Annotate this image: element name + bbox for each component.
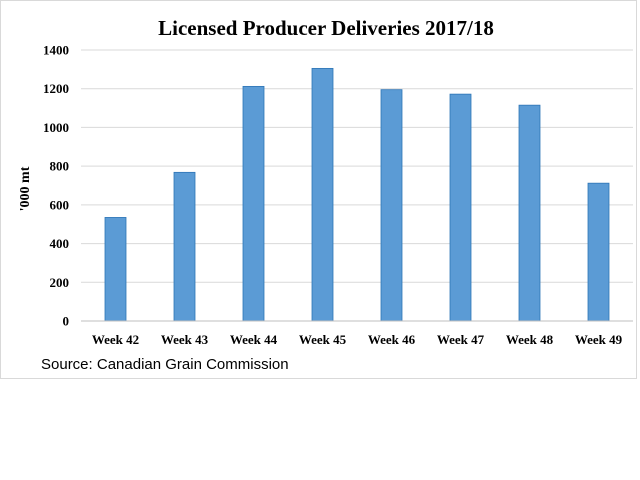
bar-week-46: [380, 89, 403, 322]
x-tick-label: Week 42: [92, 332, 139, 347]
x-tick-label: Week 49: [575, 332, 623, 347]
y-tick-label: 1000: [43, 120, 69, 135]
x-tick-label: Week 44: [230, 332, 278, 347]
chart-title: Licensed Producer Deliveries 2017/18: [158, 16, 494, 40]
bar-week-43: [173, 171, 196, 322]
y-tick-label: 1400: [43, 43, 69, 58]
bar-chart: Licensed Producer Deliveries 2017/18 '00…: [18, 16, 633, 347]
x-tick-label: Week 48: [506, 332, 554, 347]
y-tick-label: 600: [50, 197, 70, 212]
x-tick-label: Week 47: [437, 332, 485, 347]
bar-week-42: [104, 217, 127, 322]
x-tick-labels: Week 42 Week 43 Week 44 Week 45 Week 46 Week …: [92, 332, 623, 347]
x-tick-label: Week 45: [299, 332, 347, 347]
y-tick-label: 1200: [43, 81, 69, 96]
bar-week-45: [311, 67, 334, 322]
y-axis-label: '000 mt: [18, 166, 33, 211]
bar-week-47: [449, 93, 472, 322]
y-tick-label: 200: [50, 275, 70, 290]
y-tick-labels: 0 200 400 600 800 1000 1200 1400: [43, 43, 69, 329]
y-tick-label: 400: [50, 236, 70, 251]
x-tick-label: Week 43: [161, 332, 209, 347]
chart-frame: Licensed Producer Deliveries 2017/18 '00…: [0, 0, 637, 379]
bar-week-48: [518, 104, 541, 322]
y-tick-label: 800: [50, 159, 70, 174]
source-note: Source: Canadian Grain Commission: [41, 356, 289, 373]
bar-week-49: [587, 182, 610, 322]
y-tick-label: 0: [63, 314, 70, 329]
x-tick-label: Week 46: [368, 332, 416, 347]
bar-week-44: [242, 85, 265, 322]
gridlines: [81, 49, 633, 283]
bars: [104, 67, 610, 322]
